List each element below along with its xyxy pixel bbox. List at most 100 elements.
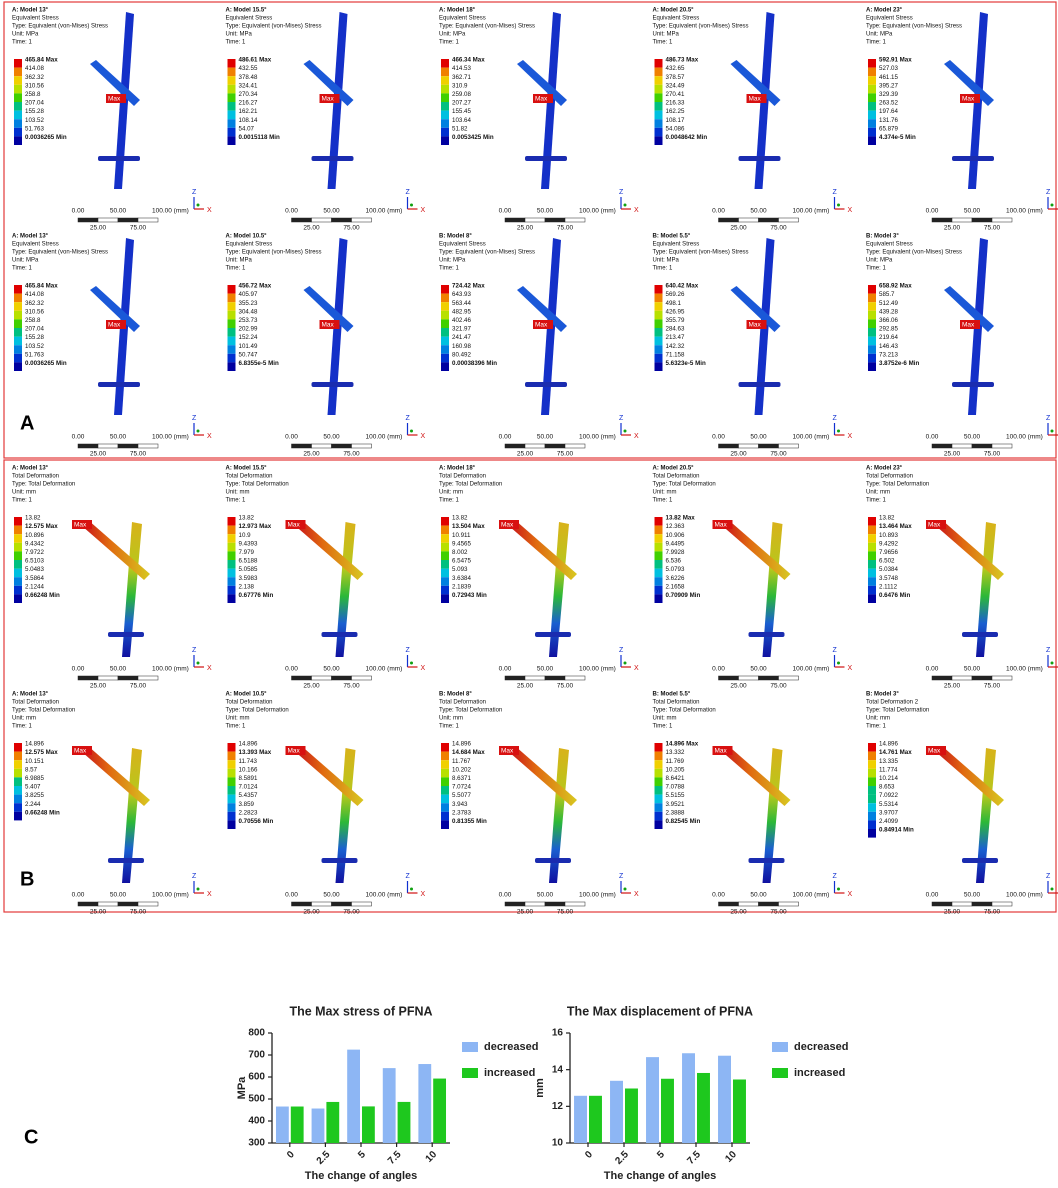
max-tag-box	[960, 94, 980, 103]
triad-y	[623, 429, 627, 433]
legend-label: 12.973 Max	[239, 523, 272, 530]
scale-bar-segment	[931, 901, 953, 907]
legend-label: 50.747	[239, 351, 258, 358]
panel-header: Total Deformation	[439, 474, 486, 480]
x-tick-label: 10	[424, 1149, 440, 1165]
implant-bolt	[525, 382, 567, 387]
scale-label: 0.00	[712, 208, 725, 215]
legend-label: 5.6323e-5 Min	[666, 360, 706, 367]
scale-bar-segment	[137, 901, 159, 907]
scale-label: 50.00	[537, 208, 554, 215]
legend-swatch	[868, 577, 876, 586]
scale-label: 0.00	[926, 208, 939, 215]
legend-label: 207.04	[25, 100, 44, 107]
legend-label: 14.896	[452, 741, 471, 748]
triad-y	[1050, 429, 1054, 433]
panel-label: A	[20, 412, 34, 434]
chart-title: The Max displacement of PFNA	[567, 1004, 753, 1018]
legend-label: 569.26	[666, 291, 685, 298]
legend-label: 4.374e-5 Min	[879, 134, 916, 141]
triad-label: X	[634, 891, 639, 898]
scale-bar-segment	[351, 675, 372, 681]
scale-bar-segment	[524, 443, 546, 449]
x-tick-label: 7.5	[386, 1149, 404, 1167]
scale-bar-segment	[564, 901, 586, 907]
scale-bar-segment	[778, 901, 799, 907]
legend-label: 7.0788	[666, 784, 685, 791]
bar	[661, 1078, 674, 1143]
panel-header: Total Deformation	[439, 700, 486, 706]
scale-label: 100.00 (mm)	[1006, 666, 1043, 673]
panel-header: Time: 1	[439, 724, 459, 730]
panel-header: Equivalent Stress	[439, 16, 486, 22]
legend-label: 5.5155	[666, 792, 685, 799]
panel-header: Type: Total Deformation	[226, 482, 289, 488]
legend-label: 108.14	[239, 117, 258, 124]
triad-label: Z	[619, 189, 624, 196]
legend-label: 414.08	[25, 291, 44, 298]
triad-label: Z	[406, 647, 411, 654]
panel-header: Equivalent Stress	[866, 242, 913, 248]
scale-bar-segment	[137, 217, 159, 223]
legend-swatch	[14, 310, 22, 320]
panel-header: A: Model 13°	[12, 8, 49, 14]
legend-swatch	[227, 319, 236, 328]
scale-bar-segment	[778, 443, 799, 449]
panel-header: Equivalent Stress	[226, 16, 273, 22]
panel-header: A: Model 10.5°	[226, 692, 268, 698]
panel-header: Unit: MPa	[866, 32, 893, 38]
triad-label: Z	[1046, 647, 1051, 654]
legend-label: 585.7	[879, 291, 895, 298]
x-tick-label: 5	[356, 1149, 368, 1161]
scale-bar-segment	[991, 901, 1013, 907]
legend-label: 11.743	[239, 758, 258, 765]
legend-label: decreased	[794, 1041, 848, 1053]
legend-swatch	[14, 67, 22, 77]
panel-header: Unit: mm	[439, 490, 463, 496]
legend-swatch	[868, 353, 876, 363]
implant-bolt	[525, 156, 567, 161]
scale-label: 25.00	[730, 225, 747, 232]
legend-swatch	[227, 751, 236, 761]
scale-label: 100.00 (mm)	[793, 892, 830, 899]
max-tag-box	[72, 520, 92, 529]
bar	[625, 1088, 638, 1143]
scale-label: 75.00	[770, 225, 787, 232]
legend-label: 13.82 Max	[666, 515, 696, 522]
legend-swatch	[654, 76, 663, 85]
legend-swatch	[654, 594, 663, 603]
x-tick-label: 2.5	[315, 1149, 333, 1167]
legend-label: 378.57	[666, 74, 685, 81]
legend-swatch	[868, 542, 876, 552]
scale-bar-segment	[758, 217, 779, 223]
scale-bar-segment	[331, 443, 352, 449]
implant-blade	[303, 286, 354, 332]
implant-blade	[509, 520, 577, 580]
scale-label: 0.00	[285, 208, 298, 215]
legend-swatch	[227, 328, 236, 337]
triad-label: Z	[406, 189, 411, 196]
legend-swatch	[441, 362, 449, 371]
legend-swatch	[227, 285, 236, 294]
panel-header: Time: 1	[226, 724, 246, 730]
max-tag-box	[926, 746, 946, 755]
implant-nail	[762, 748, 783, 883]
legend-swatch	[441, 577, 449, 586]
triad-label: X	[421, 891, 426, 898]
panel-header: Unit: mm	[12, 490, 36, 496]
scale-bar-segment	[97, 901, 119, 907]
legend-swatch	[868, 594, 876, 603]
scale-label: 25.00	[944, 683, 961, 690]
legend-swatch	[227, 110, 236, 120]
legend-label: 152.24	[239, 334, 258, 341]
legend-label: 329.39	[879, 91, 898, 98]
legend-label: 101.49	[239, 343, 258, 350]
bar	[418, 1064, 432, 1143]
max-tag: Max	[288, 522, 301, 529]
scale-label: 25.00	[944, 909, 961, 916]
scale-label: 25.00	[90, 451, 107, 458]
legend-swatch	[227, 93, 236, 102]
panel-header: Equivalent Stress	[12, 16, 59, 22]
scale-bar-segment	[951, 443, 973, 449]
legend-label: 142.32	[666, 343, 685, 350]
